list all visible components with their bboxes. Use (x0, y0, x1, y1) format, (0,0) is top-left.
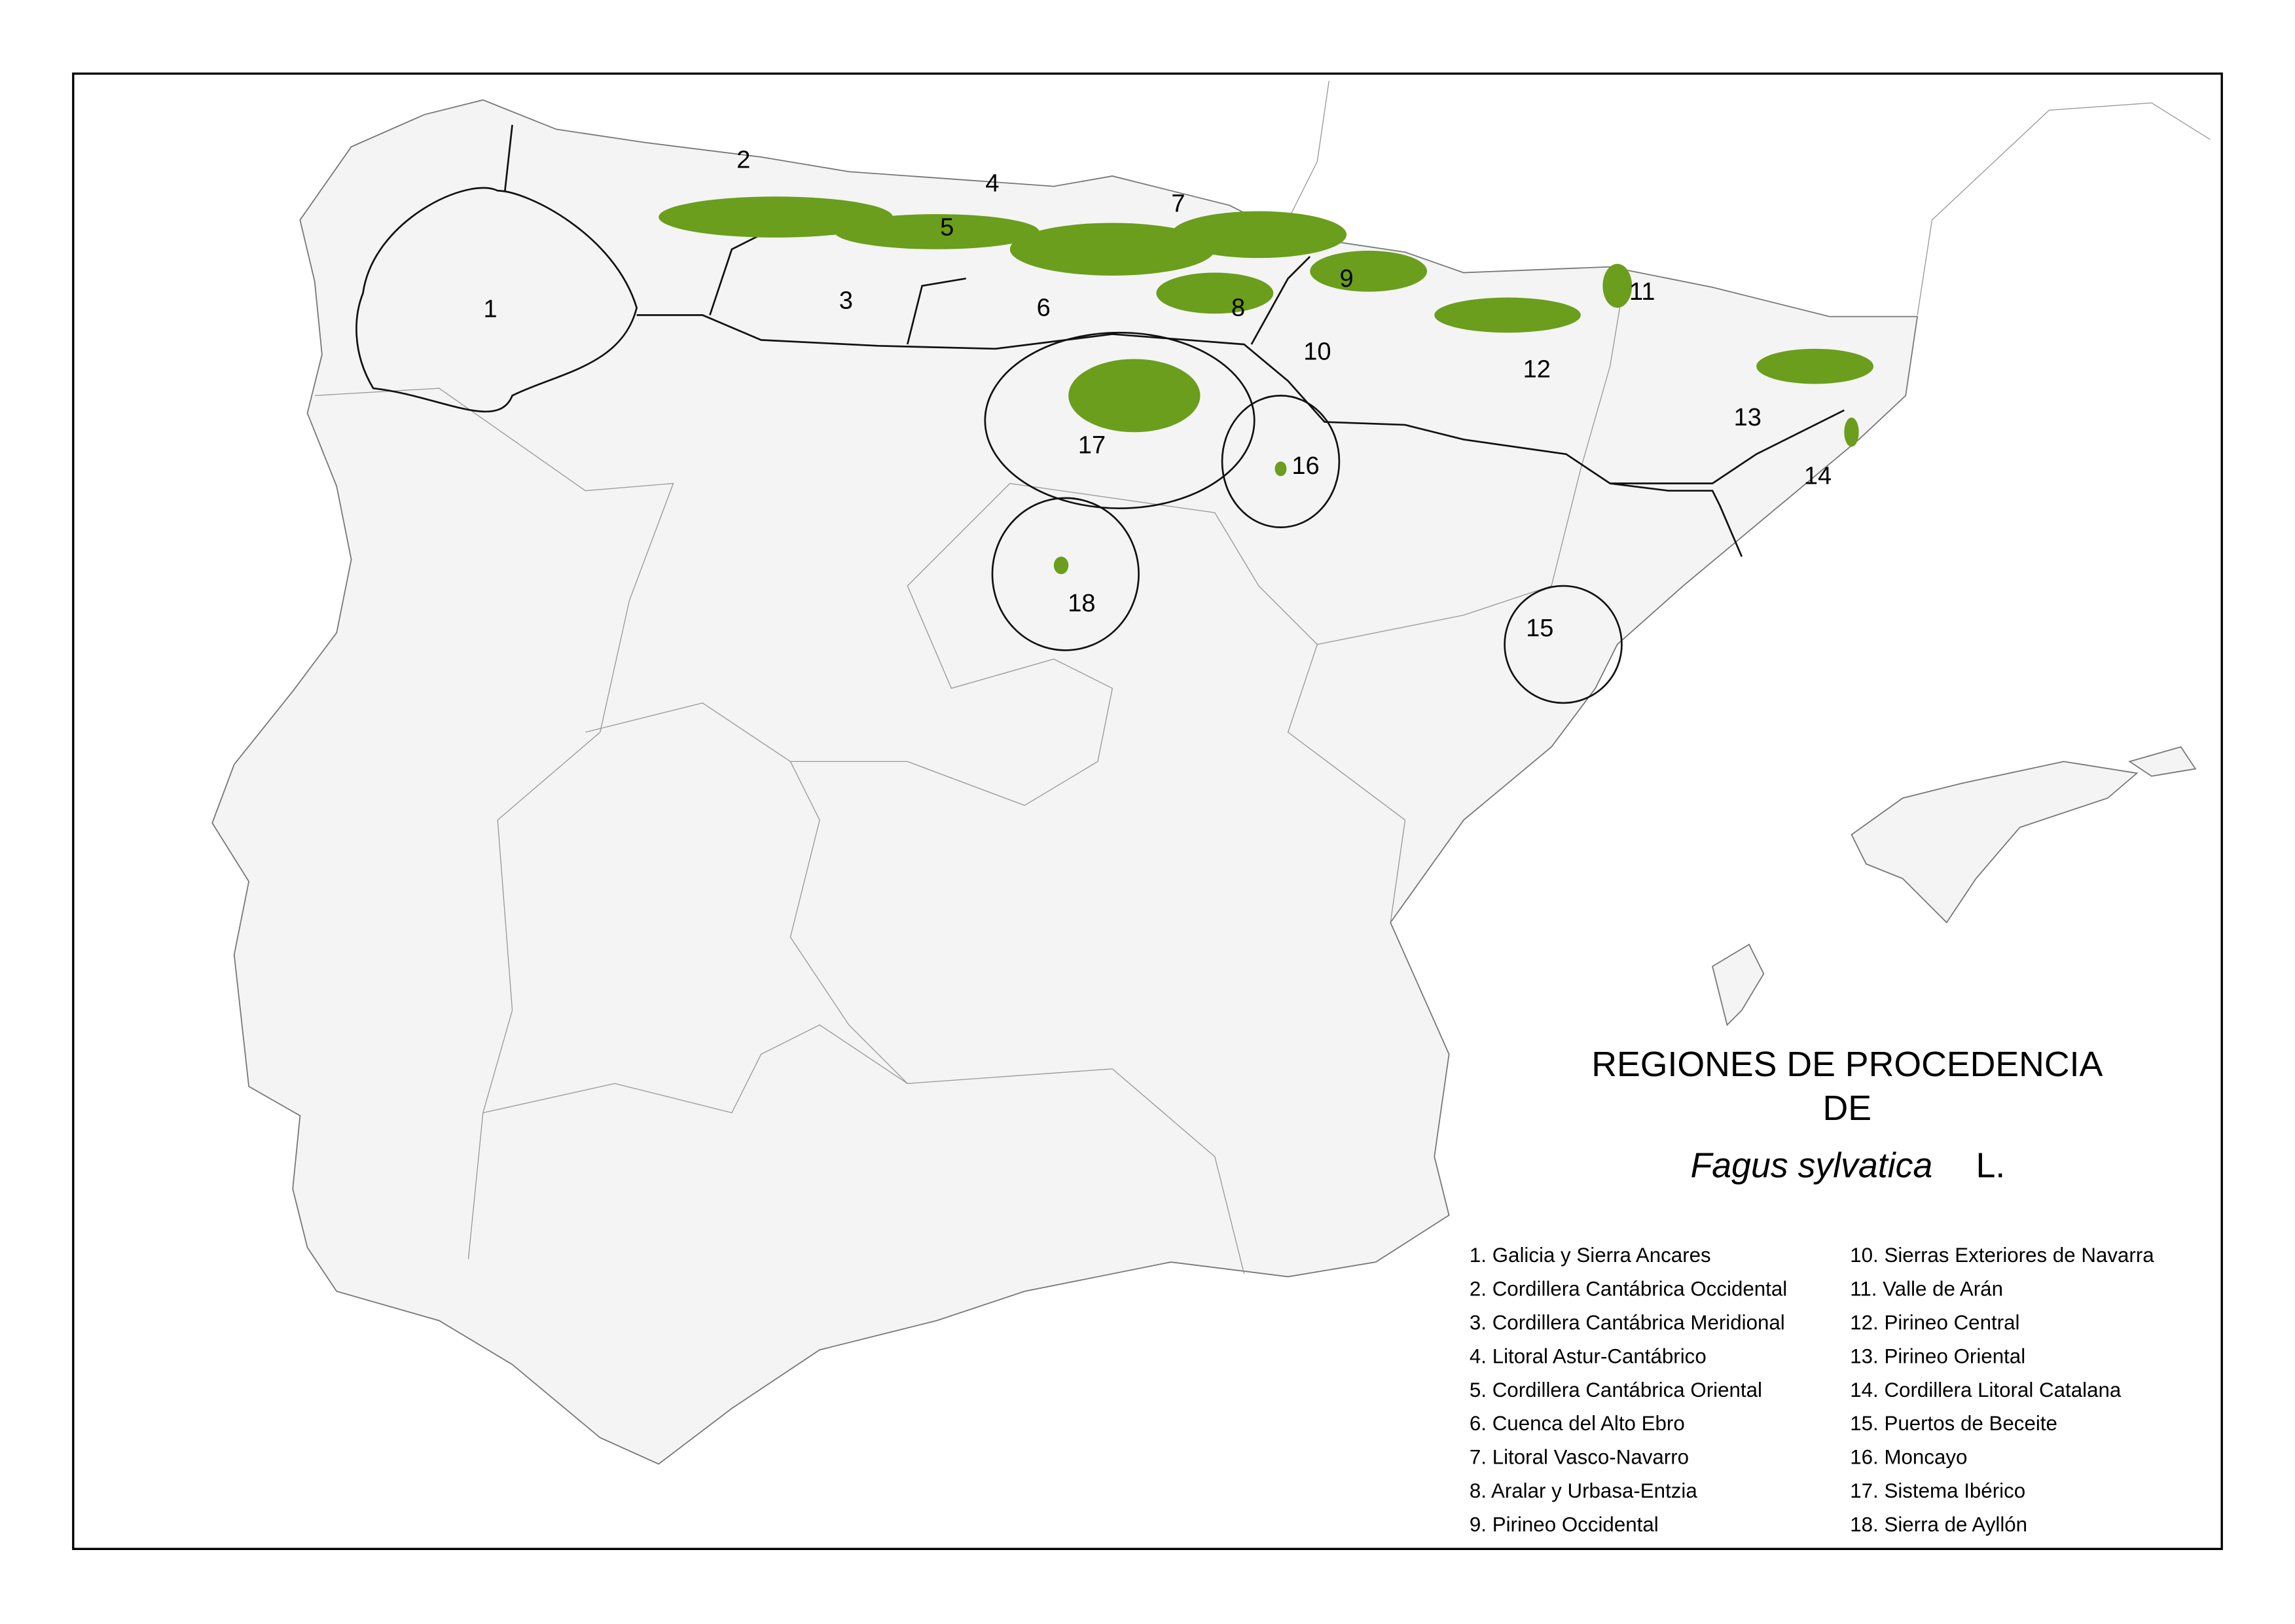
region-number: 9 (1340, 265, 1354, 293)
legend-item: 9. Pirineo Occidental (1470, 1513, 1659, 1536)
legend-item: 16. Moncayo (1850, 1446, 1967, 1469)
region-number: 16 (1292, 452, 1319, 480)
region-border (355, 187, 638, 412)
ibiza (1712, 943, 1765, 1026)
beech-distribution (659, 196, 1874, 575)
legend-item: 8. Aralar y Urbasa-Entzia (1470, 1479, 1697, 1502)
region-border (984, 331, 1256, 509)
portugal-border (314, 388, 674, 1259)
region-border (1504, 585, 1623, 704)
legend-item: 15. Puertos de Beceite (1850, 1412, 2057, 1435)
internal-border (482, 1024, 908, 1113)
region-number: 1 (483, 296, 497, 323)
region-number: 7 (1171, 190, 1185, 218)
legend-item: 10. Sierras Exteriores de Navarra (1850, 1244, 2154, 1267)
legend-item: 6. Cuenca del Alto Ebro (1470, 1412, 1685, 1435)
legend-item: 1. Galicia y Sierra Ancares (1470, 1244, 1711, 1267)
title: REGIONES DE PROCEDENCIA (1591, 1045, 2103, 1084)
region-number: 15 (1526, 615, 1553, 642)
legend-item: 11. Valle de Arán (1850, 1277, 2003, 1300)
region-number: 12 (1523, 355, 1551, 383)
internal-border (790, 482, 1406, 923)
species: Fagus sylvatica (1691, 1146, 1933, 1185)
region-number: 8 (1231, 294, 1245, 321)
france-coast-east (1917, 102, 2211, 316)
legend-item: 4. Litoral Astur-Cantábrico (1470, 1344, 1707, 1367)
region-number: 5 (940, 214, 954, 242)
legend-item: 5. Cordillera Cantábrica Oriental (1470, 1379, 1762, 1401)
region-number: 4 (985, 170, 999, 197)
region-number: 3 (839, 287, 853, 314)
legend-item: 18. Sierra de Ayllón (1850, 1513, 2027, 1536)
legend-item: 14. Cordillera Litoral Catalana (1850, 1379, 2122, 1401)
region-number: 6 (1037, 294, 1051, 321)
region-border (991, 497, 1140, 651)
region-number: 2 (736, 147, 750, 174)
region-number: 10 (1303, 338, 1331, 366)
legend-item: 7. Litoral Vasco-Navarro (1470, 1446, 1689, 1469)
mallorca (1851, 761, 2139, 924)
title: DE (1823, 1089, 1872, 1128)
legend-item: 13. Pirineo Oriental (1850, 1344, 2025, 1367)
internal-border (585, 702, 1245, 1274)
menorca (2128, 746, 2197, 777)
region-number: 18 (1068, 590, 1095, 617)
author: L. (1976, 1146, 2006, 1185)
legend-item: 2. Cordillera Cantábrica Occidental (1470, 1277, 1787, 1300)
legend-item: 12. Pirineo Central (1850, 1311, 2019, 1334)
region-number: 13 (1734, 404, 1762, 431)
legend-item: 3. Cordillera Cantábrica Meridional (1470, 1311, 1785, 1334)
internal-border (1317, 278, 1625, 645)
region-number: 11 (1629, 278, 1655, 306)
peninsula (211, 99, 1919, 1465)
legend-item: 17. Sistema Ibérico (1850, 1479, 2025, 1502)
region-number: 17 (1078, 432, 1106, 460)
region-number: 14 (1804, 463, 1832, 490)
region-border (1221, 395, 1341, 528)
